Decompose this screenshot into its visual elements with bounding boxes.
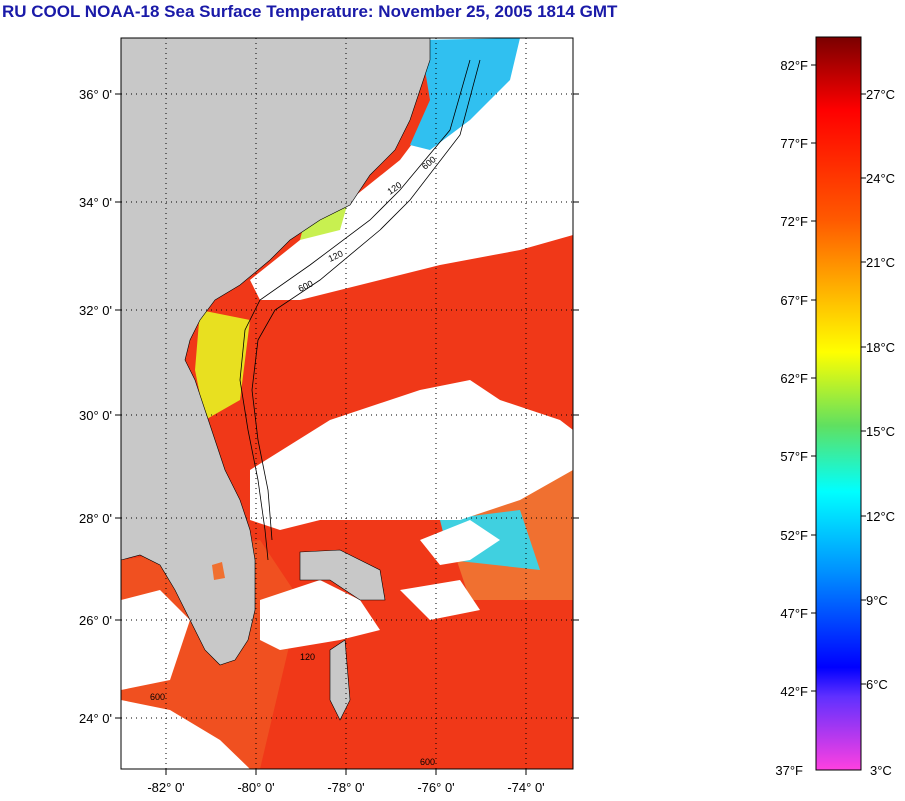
lon-label: -80° 0' [237, 780, 274, 795]
colorbar-label-f: 52°F [780, 528, 808, 543]
contour-label: 600 [150, 692, 165, 702]
contour-120 [239, 59, 471, 561]
cloud-patch [400, 580, 480, 620]
cloud-patch [121, 590, 190, 690]
lat-label: 28° 0' [79, 511, 112, 526]
colorbar-label-f: 62°F [780, 371, 808, 386]
colorbar-label-f: 72°F [780, 214, 808, 229]
lon-label: -74° 0' [507, 780, 544, 795]
lat-label: 30° 0' [79, 408, 112, 423]
map-title: RU COOL NOAA-18 Sea Surface Temperature:… [2, 2, 618, 21]
lake-okeechobee [212, 562, 225, 580]
colorbar-label-c: 21°C [866, 255, 895, 270]
colorbar-ticks [811, 64, 866, 692]
colorbar-label-f: 77°F [780, 136, 808, 151]
graticule [121, 38, 573, 769]
lon-label: -76° 0' [417, 780, 454, 795]
colorbar-label-c: 24°C [866, 171, 895, 186]
ticks [115, 93, 579, 775]
land-mass [121, 38, 431, 666]
colorbar-label-c: 9°C [866, 593, 888, 608]
cloud-north [250, 38, 573, 300]
colorbar-label-c: 18°C [866, 340, 895, 355]
island-bahamas [299, 549, 386, 601]
colorbar-label-f: 82°F [780, 58, 808, 73]
colorbar [815, 36, 862, 771]
cloud-band [250, 380, 573, 530]
lat-label: 24° 0' [79, 711, 112, 726]
coastal-cool-water [410, 38, 520, 150]
colorbar-label-f: 57°F [780, 449, 808, 464]
colorbar-label-f: 37°F [775, 763, 803, 778]
island-andros [329, 639, 351, 721]
lat-label: 26° 0' [79, 613, 112, 628]
celsius-labels: 27°C 24°C 21°C 18°C 15°C 12°C 9°C 6°C 3°… [866, 87, 895, 778]
lat-label: 32° 0' [79, 303, 112, 318]
colorbar-label-c: 3°C [870, 763, 892, 778]
colorbar-label-c: 12°C [866, 509, 895, 524]
colorbar-label-c: 15°C [866, 424, 895, 439]
colorbar-label-c: 6°C [866, 677, 888, 692]
cloud-patch [121, 700, 250, 769]
contour-600 [251, 59, 481, 541]
cloud-patch [260, 580, 380, 650]
lat-label: 36° 0' [79, 87, 112, 102]
cloud-patch [420, 520, 500, 565]
colorbar-label-f: 47°F [780, 606, 808, 621]
coastal-cool-water [195, 310, 250, 420]
lon-label: -78° 0' [327, 780, 364, 795]
colorbar-label-c: 27°C [866, 87, 895, 102]
map-area: 120 600 120 600 120 600 600 [121, 38, 573, 769]
lon-label: -82° 0' [147, 780, 184, 795]
colorbar-label-f: 42°F [780, 684, 808, 699]
longitude-labels: -82° 0' -80° 0' -78° 0' -76° 0' -74° 0' [147, 780, 544, 795]
lat-label: 34° 0' [79, 195, 112, 210]
contour-label: 120 [300, 652, 315, 662]
colorbar-label-f: 67°F [780, 293, 808, 308]
contour-label: 600 [420, 757, 435, 767]
map-frame [120, 37, 574, 770]
latitude-labels: 36° 0' 34° 0' 32° 0' 30° 0' 28° 0' 26° 0… [79, 87, 112, 726]
fahrenheit-labels: 82°F 77°F 72°F 67°F 62°F 57°F 52°F 47°F … [775, 58, 808, 778]
